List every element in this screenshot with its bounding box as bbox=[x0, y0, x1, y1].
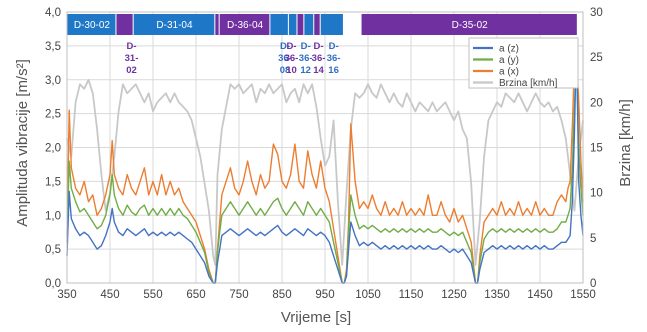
x-tick-label: 1350 bbox=[484, 289, 510, 301]
legend-box bbox=[468, 37, 579, 89]
y-tick-label-left: 0,5 bbox=[45, 244, 61, 256]
y-tick-label-right: 0 bbox=[590, 278, 596, 290]
x-axis-label: Vrijeme [s] bbox=[281, 309, 351, 326]
segment-band bbox=[297, 14, 304, 35]
segment-band bbox=[361, 14, 577, 35]
y-tick-label-left: 1,0 bbox=[45, 210, 61, 222]
y-tick-label-right: 10 bbox=[590, 188, 603, 200]
x-tick-label: 950 bbox=[315, 289, 334, 301]
segment-annotation: D-36-16 bbox=[327, 41, 341, 76]
plot-frame bbox=[66, 11, 584, 284]
segment-label: D-35-02 bbox=[452, 20, 489, 31]
segment-band bbox=[219, 14, 270, 35]
segment-band bbox=[133, 14, 215, 35]
segment-band bbox=[288, 14, 297, 35]
series-line-az bbox=[66, 38, 584, 284]
segment-band bbox=[270, 14, 288, 35]
segment-bands: D-30-02 D-31-04 D-36-04 D-35-02 bbox=[67, 14, 577, 35]
axes: 0,0 0,5 1,0 1,5 2,0 2,5 3,0 3,5 4,0 0 5 10 15 20 25 30 3… bbox=[45, 7, 603, 301]
segment-label: D-31-04 bbox=[156, 20, 193, 31]
segment-band bbox=[116, 14, 133, 35]
y-tick-label-right: 5 bbox=[590, 233, 596, 245]
segment-band bbox=[320, 14, 343, 35]
segment-annotation: D-36-08 bbox=[278, 41, 292, 76]
segment-annotations: D-31-02 D-36-08D-36-10D-36-12D-36-14D-36-… bbox=[125, 41, 341, 76]
segment-annotation: D-36-14 bbox=[312, 41, 326, 76]
x-tick-label: 1450 bbox=[527, 289, 553, 301]
segment-band bbox=[215, 14, 219, 35]
y-tick-label-left: 0,0 bbox=[45, 278, 61, 290]
segment-annotation: D-31-02 bbox=[125, 41, 139, 76]
y-tick-label-left: 3,0 bbox=[45, 75, 61, 87]
y-tick-label-right: 20 bbox=[590, 97, 603, 109]
segment-annotation: D-36-12 bbox=[299, 41, 313, 76]
y-tick-label-right: 30 bbox=[590, 7, 603, 19]
legend: a (z)a (y)a (x)Brzina [km/h] bbox=[468, 37, 579, 89]
legend-label-ax: a (x) bbox=[499, 67, 519, 78]
x-tick-label: 350 bbox=[57, 289, 76, 301]
segment-band bbox=[67, 14, 116, 35]
series-line-ax bbox=[66, 58, 584, 284]
x-tick-label: 750 bbox=[229, 289, 248, 301]
y-axis-label-right: Brzina [km/h] bbox=[617, 99, 634, 187]
y-tick-label-right: 25 bbox=[590, 52, 603, 64]
x-tick-label: 1050 bbox=[355, 289, 381, 301]
y-tick-label-right: 15 bbox=[590, 143, 603, 155]
x-tick-label: 850 bbox=[272, 289, 291, 301]
x-tick-label: 450 bbox=[100, 289, 119, 301]
segment-band bbox=[304, 14, 314, 35]
legend-label-az: a (z) bbox=[499, 44, 519, 55]
x-tick-label: 1150 bbox=[399, 289, 424, 301]
series-line-speed bbox=[66, 78, 584, 266]
y-tick-label-left: 1,5 bbox=[45, 176, 61, 188]
segment-band bbox=[314, 14, 320, 35]
y-tick-label-left: 2,0 bbox=[45, 143, 61, 155]
series-line-ay bbox=[66, 58, 584, 284]
series-layer bbox=[66, 38, 584, 284]
y-axis-label-left: Amplituda vibracije [m/s²] bbox=[14, 59, 31, 227]
segment-label: D-30-02 bbox=[74, 20, 111, 31]
x-tick-label: 650 bbox=[186, 289, 205, 301]
legend-label-ay: a (y) bbox=[499, 55, 519, 66]
y-tick-label-left: 3,5 bbox=[45, 41, 61, 53]
y-tick-label-left: 4,0 bbox=[45, 7, 61, 19]
x-tick-label: 1550 bbox=[570, 289, 596, 301]
y-tick-label-left: 2,5 bbox=[45, 109, 61, 121]
segment-label: D-36-04 bbox=[227, 20, 264, 31]
x-tick-label: 550 bbox=[143, 289, 162, 301]
legend-label-speed: Brzina [km/h] bbox=[499, 78, 558, 89]
x-tick-label: 1250 bbox=[441, 289, 467, 301]
segment-annotation: D-36-10 bbox=[285, 41, 299, 76]
